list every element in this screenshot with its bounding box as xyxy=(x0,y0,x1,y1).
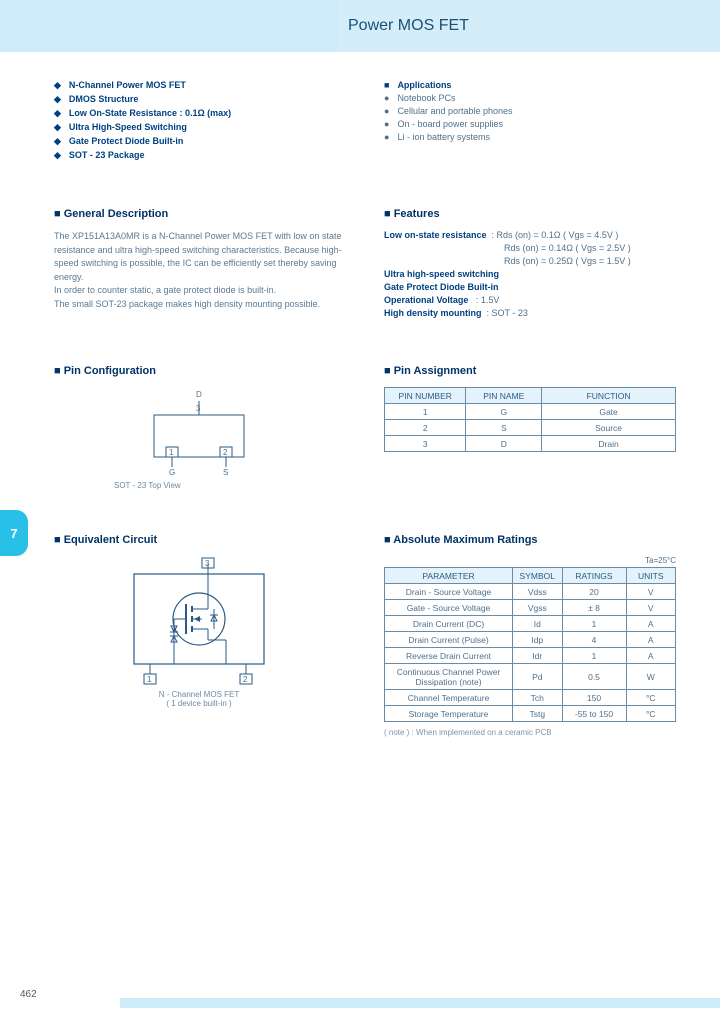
application-item: Notebook PCs xyxy=(384,93,676,103)
equivalent-circuit-caption: N - Channel MOS FET( 1 device built-in ) xyxy=(54,690,344,708)
key-feature-item: DMOS Structure xyxy=(54,94,344,105)
page-title: Power MOS FET xyxy=(338,0,720,52)
footer-bar xyxy=(120,998,720,1008)
abs-max-footnote: ( note ) : When implemented on a ceramic… xyxy=(384,728,676,737)
pin-config-diagram: D 3 1 2 G S xyxy=(134,387,264,477)
key-feature-item: Low On-State Resistance : 0.1Ω (max) xyxy=(54,108,344,119)
svg-text:2: 2 xyxy=(243,675,248,684)
equivalent-circuit-diagram: 3 1 2 xyxy=(114,556,284,686)
pin-config-caption: SOT - 23 Top View xyxy=(74,481,344,490)
chapter-tab: 7 xyxy=(0,510,28,556)
svg-text:G: G xyxy=(169,468,175,477)
pin-assignment-table: PIN NUMBERPIN NAMEFUNCTION1GGate2SSource… xyxy=(384,387,676,452)
application-item: On - board power supplies xyxy=(384,119,676,129)
key-feature-item: N-Channel Power MOS FET xyxy=(54,80,344,91)
key-feature-item: Gate Protect Diode Built-in xyxy=(54,136,344,147)
section-title-pin-config: Pin Configuration xyxy=(54,365,344,377)
svg-text:S: S xyxy=(223,468,228,477)
applications-list: Applications xyxy=(384,80,676,90)
svg-text:3: 3 xyxy=(205,559,210,568)
header-left-block xyxy=(0,0,338,52)
section-title-abs-max: Absolute Maximum Ratings xyxy=(384,534,676,546)
applications-items: Notebook PCs Cellular and portable phones… xyxy=(384,93,676,142)
section-title-equiv-circuit: Equivalent Circuit xyxy=(54,534,344,546)
general-description-text: The XP151A13A0MR is a N-Channel Power MO… xyxy=(54,230,344,311)
application-item: Li - ion battery systems xyxy=(384,132,676,142)
svg-text:D: D xyxy=(196,390,202,399)
svg-text:2: 2 xyxy=(223,448,228,457)
features-block: Low on-state resistance : Rds (on) = 0.1… xyxy=(384,230,676,318)
application-item: Cellular and portable phones xyxy=(384,106,676,116)
section-title-features: Features xyxy=(384,208,676,220)
key-features-list: N-Channel Power MOS FET DMOS Structure Low… xyxy=(54,80,344,161)
svg-text:1: 1 xyxy=(147,675,152,684)
key-feature-item: SOT - 23 Package xyxy=(54,150,344,161)
abs-max-ta-note: Ta=25°C xyxy=(384,556,676,565)
section-title-general-desc: General Description xyxy=(54,208,344,220)
header-band: Power MOS FET xyxy=(0,0,720,52)
svg-text:1: 1 xyxy=(169,448,174,457)
page-number: 462 xyxy=(20,989,37,1000)
section-title-pin-assignment: Pin Assignment xyxy=(384,365,676,377)
svg-text:3: 3 xyxy=(196,404,201,413)
applications-header: Applications xyxy=(397,80,451,90)
key-feature-item: Ultra High-Speed Switching xyxy=(54,122,344,133)
abs-max-table: PARAMETERSYMBOLRATINGSUNITSDrain - Sourc… xyxy=(384,567,676,722)
